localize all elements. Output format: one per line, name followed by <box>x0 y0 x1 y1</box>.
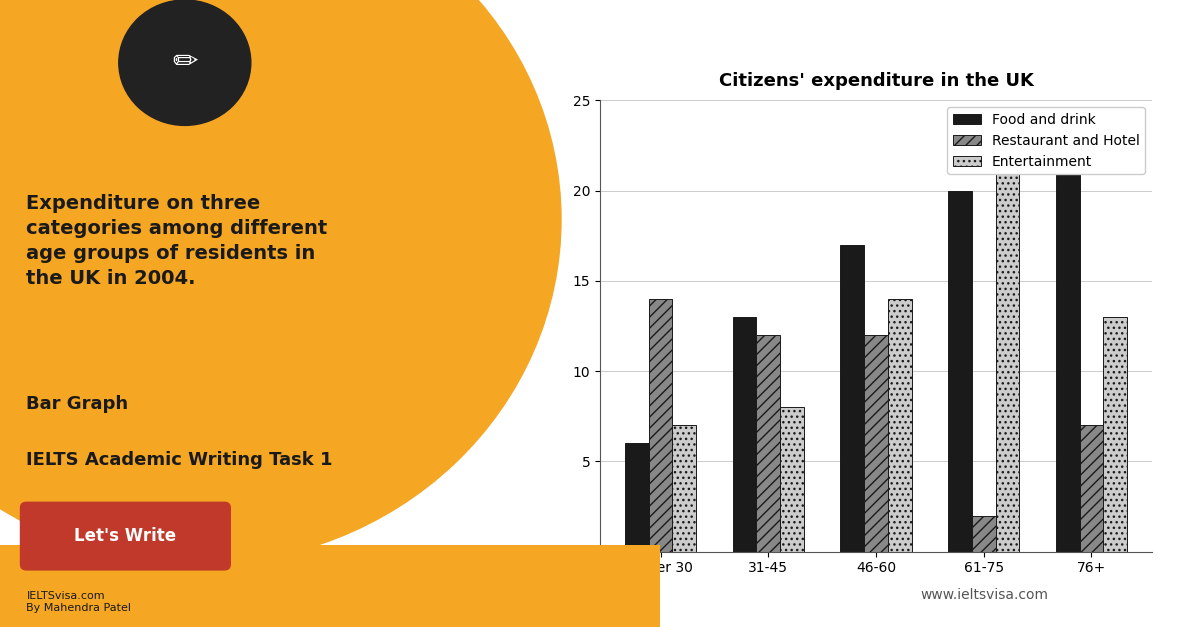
Text: www.ieltsvisa.com: www.ieltsvisa.com <box>920 588 1048 602</box>
Text: Bar Graph: Bar Graph <box>26 395 128 413</box>
Bar <box>625 443 649 552</box>
Bar <box>864 335 888 552</box>
Circle shape <box>0 0 562 564</box>
Bar <box>888 299 912 552</box>
Bar <box>1080 425 1103 552</box>
Bar <box>972 515 996 552</box>
Circle shape <box>119 0 251 125</box>
Text: Expenditure on three
categories among different
age groups of residents in
the U: Expenditure on three categories among di… <box>26 194 328 288</box>
Legend: Food and drink, Restaurant and Hotel, Entertainment: Food and drink, Restaurant and Hotel, En… <box>947 107 1145 174</box>
Bar <box>733 317 756 552</box>
Bar <box>996 137 1019 552</box>
Bar <box>756 335 780 552</box>
FancyBboxPatch shape <box>0 545 694 627</box>
Bar <box>840 245 864 552</box>
FancyBboxPatch shape <box>19 502 230 571</box>
Text: Let's Write: Let's Write <box>74 527 176 545</box>
Text: IELTS Academic Writing Task 1: IELTS Academic Writing Task 1 <box>26 451 332 470</box>
Bar <box>780 408 804 552</box>
Bar <box>649 299 672 552</box>
Text: IELTSvisa.com
By Mahendra Patel: IELTSvisa.com By Mahendra Patel <box>26 591 132 613</box>
Bar <box>1056 137 1080 552</box>
Title: Citizens' expenditure in the UK: Citizens' expenditure in the UK <box>719 73 1033 90</box>
Text: ✏: ✏ <box>172 48 198 77</box>
Bar <box>948 191 972 552</box>
Bar <box>672 425 696 552</box>
Bar <box>1103 317 1127 552</box>
